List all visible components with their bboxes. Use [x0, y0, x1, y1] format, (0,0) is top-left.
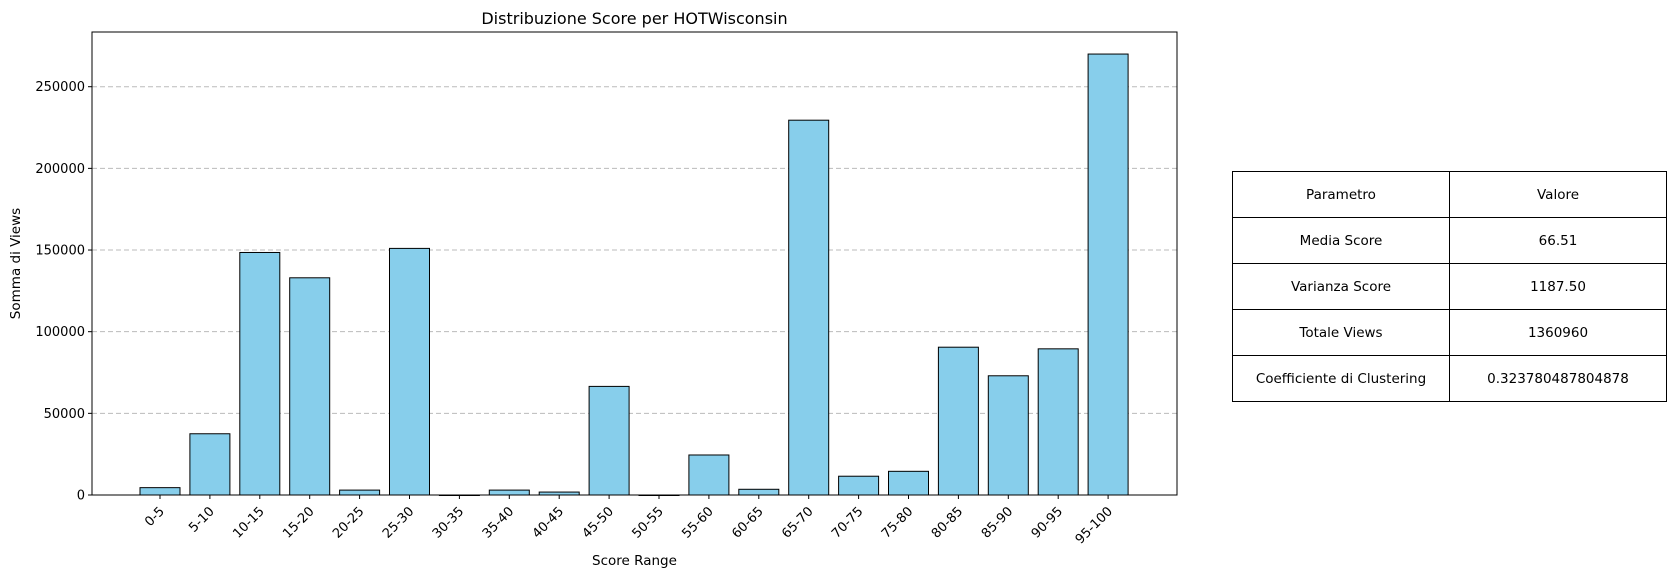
- bars: [139, 53, 1129, 496]
- bar: [688, 454, 730, 496]
- bar: [588, 385, 630, 496]
- y-tick-label: 50000: [44, 407, 85, 422]
- bar: [1037, 348, 1079, 496]
- bar: [987, 375, 1029, 496]
- x-tick-label: 75-80: [879, 504, 916, 541]
- x-axis-label: Score Range: [592, 553, 677, 569]
- y-tick-label: 100000: [35, 325, 85, 340]
- bar: [1087, 53, 1129, 496]
- x-tick-label: 85-90: [979, 504, 1016, 541]
- y-tick-label: 150000: [35, 244, 85, 259]
- y-axis-ticks: 0 50000 100000 150000 200000 250000: [35, 80, 92, 504]
- x-tick-label: 45-50: [580, 504, 617, 541]
- table-cell-param: Varianza Score: [1232, 263, 1450, 310]
- x-tick-label: 55-60: [679, 504, 716, 541]
- bar: [139, 487, 181, 496]
- x-tick-label: 20-25: [330, 504, 367, 541]
- bar: [888, 470, 929, 496]
- x-tick-label: 40-45: [530, 504, 567, 541]
- stats-table: Parametro Valore Media Score 66.51 Varia…: [1232, 171, 1667, 402]
- table-cell-value: 0.323780487804878: [1449, 355, 1667, 402]
- table-header-cell: Valore: [1449, 171, 1667, 218]
- x-tick-label: 25-30: [380, 504, 417, 541]
- bar: [389, 247, 430, 496]
- x-tick-label: 15-20: [280, 504, 317, 541]
- table-cell-value: 1360960: [1449, 309, 1667, 356]
- bar: [289, 277, 331, 496]
- bar: [738, 488, 780, 496]
- x-tick-label: 65-70: [779, 504, 816, 541]
- table-cell-param: Coefficiente di Clustering: [1232, 355, 1450, 402]
- bar: [488, 489, 530, 496]
- table-row: Varianza Score 1187.50: [1232, 263, 1667, 310]
- x-tick-label: 90-95: [1029, 504, 1066, 541]
- table-cell-value: 66.51: [1449, 217, 1667, 264]
- y-tick-label: 0: [77, 489, 85, 504]
- x-axis-ticks: 0-5 5-10 10-15 15-20 20-25 25-30 30-35 35-40 40-…: [142, 495, 1116, 547]
- bar: [339, 489, 381, 496]
- x-tick-label: 50-55: [630, 504, 667, 541]
- table-row: Totale Views 1360960: [1232, 309, 1667, 356]
- table-cell-param: Totale Views: [1232, 309, 1450, 356]
- bar-chart: 0 50000 100000 150000 200000 250000 0-5 5-10 10…: [8, 9, 1178, 569]
- bar: [239, 251, 281, 496]
- table-header-cell: Parametro: [1232, 171, 1450, 218]
- chart-title: Distribuzione Score per HOTWisconsin: [481, 9, 787, 28]
- table-cell-param: Media Score: [1232, 217, 1450, 264]
- table-header-row: Parametro Valore: [1232, 171, 1667, 218]
- y-axis-label: Somma di Views: [8, 208, 24, 319]
- bar: [937, 346, 979, 496]
- x-tick-label: 35-40: [480, 504, 517, 541]
- bar: [189, 433, 231, 496]
- bar: [838, 475, 880, 496]
- x-tick-label: 80-85: [929, 504, 966, 541]
- x-tick-label: 70-75: [829, 504, 866, 541]
- table-row: Media Score 66.51: [1232, 217, 1667, 264]
- table-row: Coefficiente di Clustering 0.32378048780…: [1232, 355, 1667, 402]
- y-tick-label: 250000: [35, 80, 85, 95]
- x-tick-label: 5-10: [186, 504, 217, 535]
- x-tick-label: 30-35: [430, 504, 467, 541]
- table-cell-value: 1187.50: [1449, 263, 1667, 310]
- y-tick-label: 200000: [35, 162, 85, 177]
- x-tick-label: 95-100: [1073, 504, 1116, 547]
- x-tick-label: 10-15: [230, 504, 267, 541]
- plot-frame: [91, 31, 1178, 496]
- bar: [788, 119, 830, 496]
- x-tick-label: 0-5: [142, 504, 168, 530]
- x-tick-label: 60-65: [729, 504, 766, 541]
